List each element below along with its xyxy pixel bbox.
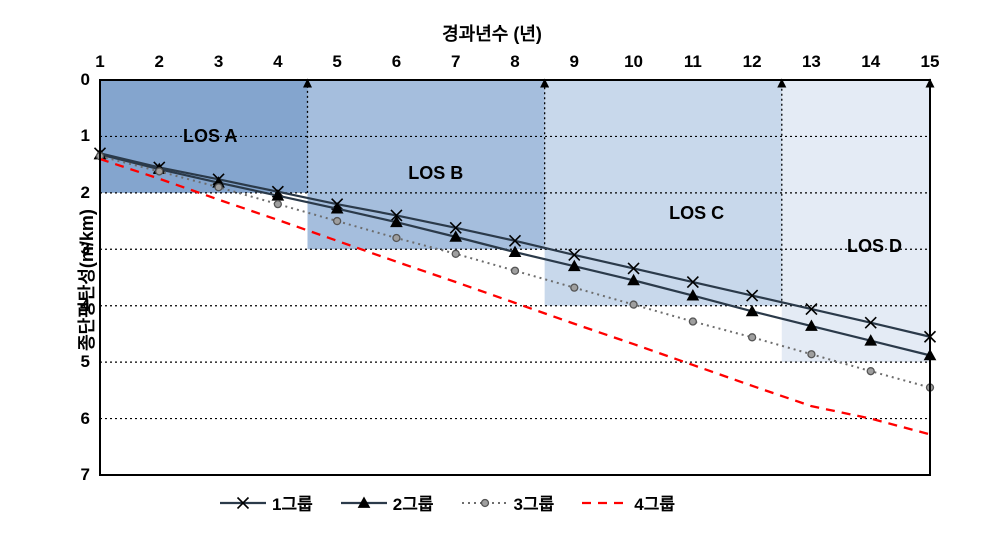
legend-label: 4그룹 — [634, 490, 675, 515]
y-tick: 6 — [60, 409, 90, 429]
legend-label: 3그룹 — [514, 490, 555, 515]
legend-swatch — [582, 493, 628, 513]
legend-item: 3그룹 — [462, 490, 555, 515]
x-tick: 3 — [214, 52, 223, 72]
y-tick: 5 — [60, 352, 90, 372]
x-tick: 12 — [743, 52, 762, 72]
legend-item: 1그룹 — [220, 490, 313, 515]
x-tick: 9 — [570, 52, 579, 72]
y-tick: 1 — [60, 126, 90, 146]
x-tick: 13 — [802, 52, 821, 72]
y-tick: 3 — [60, 239, 90, 259]
x-tick: 5 — [332, 52, 341, 72]
legend-swatch — [462, 493, 508, 513]
legend-label: 2그룹 — [393, 490, 434, 515]
x-tick: 10 — [624, 52, 643, 72]
region-label: LOS A — [183, 126, 237, 147]
x-tick: 4 — [273, 52, 282, 72]
legend-label: 1그룹 — [272, 490, 313, 515]
x-tick: 6 — [392, 52, 401, 72]
legend-item: 2그룹 — [341, 490, 434, 515]
chart-container: 경과년수 (년) 종단평탄성(m/km) 1234567891011121314… — [20, 20, 964, 539]
y-tick: 7 — [60, 465, 90, 485]
legend-swatch — [341, 493, 387, 513]
x-tick: 15 — [921, 52, 940, 72]
x-tick: 2 — [155, 52, 164, 72]
y-axis-title: 종단평탄성(m/km) — [73, 209, 99, 351]
y-tick: 0 — [60, 70, 90, 90]
x-tick: 7 — [451, 52, 460, 72]
region-label: LOS C — [669, 203, 724, 224]
legend: 1그룹 2그룹 3그룹 4그룹 — [220, 490, 675, 515]
x-tick: 11 — [684, 52, 702, 72]
region-label: LOS D — [847, 236, 902, 257]
chart-plot — [20, 20, 964, 539]
y-tick: 4 — [60, 296, 90, 316]
y-tick: 2 — [60, 183, 90, 203]
x-tick: 1 — [95, 52, 104, 72]
x-tick: 8 — [510, 52, 519, 72]
region-label: LOS B — [408, 163, 463, 184]
legend-item: 4그룹 — [582, 490, 675, 515]
x-axis-title: 경과년수 (년) — [442, 20, 542, 46]
legend-swatch — [220, 493, 266, 513]
x-tick: 14 — [861, 52, 880, 72]
